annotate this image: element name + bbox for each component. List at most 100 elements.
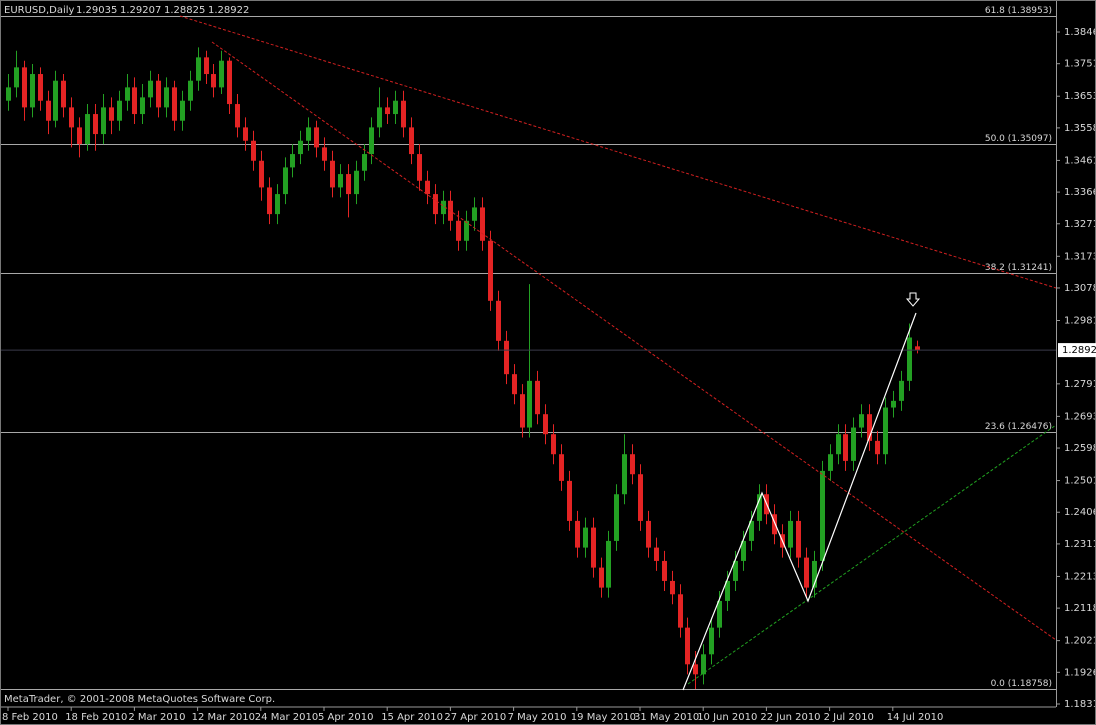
- y-tick-label: 1.24060: [1064, 507, 1096, 518]
- candle-body: [812, 560, 817, 588]
- candle-body: [638, 474, 643, 521]
- candle-body: [701, 654, 706, 675]
- candle-body: [290, 154, 295, 168]
- candle-body: [512, 374, 517, 395]
- candle-body: [599, 567, 604, 588]
- fib-label: 61.8 (1.38953): [985, 6, 1052, 16]
- candle-body: [251, 140, 256, 161]
- candle-body: [441, 200, 446, 215]
- candle-body: [53, 80, 58, 121]
- candle-body: [820, 470, 825, 561]
- candle-body: [322, 147, 327, 161]
- candle-body: [132, 87, 137, 115]
- candle-body: [346, 174, 351, 195]
- candle-body: [156, 80, 161, 108]
- candle-body: [164, 87, 169, 108]
- x-tick-label: 7 May 2010: [508, 712, 567, 723]
- y-tick-label: 1.34610: [1064, 155, 1096, 166]
- fib-label: 50.0 (1.35097): [985, 134, 1052, 144]
- y-tick-label: 1.25010: [1064, 476, 1096, 487]
- y-tick-label: 1.32710: [1064, 219, 1096, 230]
- candle-body: [417, 154, 422, 181]
- candle-body: [188, 80, 193, 101]
- candle-body: [733, 560, 738, 581]
- candle-body: [101, 107, 106, 135]
- x-tick-label: 5 Apr 2010: [318, 712, 373, 723]
- candle-body: [6, 87, 11, 101]
- candle-body: [915, 346, 920, 351]
- candle-body: [464, 220, 469, 241]
- fib-label: 0.0 (1.18758): [991, 679, 1052, 689]
- y-tick-label: 1.33660: [1064, 187, 1096, 198]
- candle-body: [85, 114, 90, 145]
- candle-body: [709, 627, 714, 655]
- candle-body: [283, 167, 288, 195]
- candle-body: [725, 580, 730, 601]
- candle-body: [125, 87, 130, 101]
- candle-body: [46, 100, 51, 121]
- candle-body: [377, 107, 382, 128]
- high-value: 1.29207: [120, 5, 161, 16]
- candle-body: [480, 207, 485, 241]
- candle-body: [875, 440, 880, 455]
- candle-body: [172, 87, 177, 121]
- candle-body: [654, 547, 659, 561]
- x-tick-label: 12 Mar 2010: [192, 712, 255, 723]
- current-price-label: 1.28922: [1062, 345, 1096, 356]
- candle-body: [622, 454, 627, 495]
- candle-body: [859, 414, 864, 428]
- candle-body: [717, 600, 722, 628]
- y-tick-label: 1.22135: [1064, 571, 1096, 582]
- candle-body: [140, 97, 145, 115]
- candle-body: [678, 594, 683, 628]
- low-value: 1.28825: [164, 5, 205, 16]
- candle-body: [148, 80, 153, 98]
- y-tick-label: 1.35585: [1064, 123, 1096, 134]
- candle-body: [196, 57, 201, 81]
- candle-body: [907, 337, 912, 381]
- candle-body: [614, 494, 619, 541]
- symbol: EURUSD,Daily: [4, 5, 75, 16]
- candle-body: [433, 194, 438, 215]
- x-tick-label: 2 Jul 2010: [824, 712, 874, 723]
- candle-body: [30, 74, 35, 108]
- candle-body: [211, 74, 216, 88]
- candle-body: [606, 540, 611, 588]
- candle-body: [362, 154, 367, 171]
- candle-body: [646, 520, 651, 548]
- y-tick-label: 1.21185: [1064, 603, 1096, 614]
- x-tick-label: 15 Apr 2010: [381, 712, 443, 723]
- candle-body: [828, 454, 833, 471]
- candle-body: [788, 520, 793, 548]
- fib-label: 38.2 (1.31241): [985, 263, 1052, 273]
- candle-body: [662, 560, 667, 581]
- plot-layer: 1.38460 1.37510 1.36535 1.35585 1.34610 1.336…: [0, 6, 1096, 723]
- candle-body: [804, 557, 809, 588]
- x-tick-label: 2 Mar 2010: [128, 712, 185, 723]
- candle-body: [567, 480, 572, 521]
- candle-body: [504, 340, 509, 375]
- candle-body: [235, 104, 240, 128]
- current-price-box: [1058, 343, 1096, 358]
- fib-label: 23.6 (1.26476): [985, 422, 1052, 432]
- candle-body: [630, 454, 635, 475]
- candle-body: [425, 180, 430, 195]
- candle-body: [180, 100, 185, 121]
- candle-body: [306, 127, 311, 141]
- open-value: 1.29035: [76, 5, 117, 16]
- y-tick-label: 1.23110: [1064, 539, 1096, 550]
- candle-body: [741, 540, 746, 561]
- candle-body: [883, 407, 888, 455]
- candle-body: [369, 127, 374, 155]
- candle-body: [575, 520, 580, 548]
- trend-line: [211, 41, 1057, 641]
- candle-body: [93, 114, 98, 135]
- candle-body: [204, 57, 209, 75]
- trend-line: [687, 424, 1057, 685]
- candle-body: [836, 434, 841, 455]
- candle-body: [401, 100, 406, 128]
- y-tick-label: 1.20210: [1064, 636, 1096, 647]
- candle-body: [109, 107, 114, 121]
